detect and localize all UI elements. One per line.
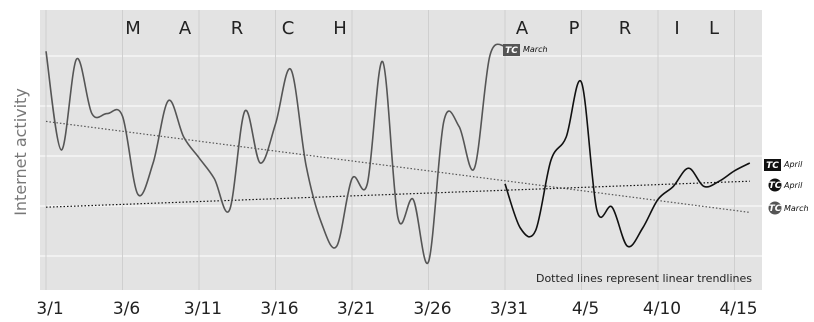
month-letter-march: A — [179, 18, 192, 39]
trendlines — [45, 120, 750, 213]
x-tick-label: 3/11 — [184, 299, 222, 319]
x-tick-labels: 3/1 3/6 3/11 3/16 3/21 3/26 3/31 4/5 4/10 4/15 — [36, 299, 757, 319]
april-series-tag-badge-text: TC — [766, 161, 779, 171]
month-letter-april: I — [674, 18, 679, 39]
trendline-march — [45, 120, 750, 213]
x-tick-label: 3/6 — [113, 299, 140, 319]
x-tick-label: 3/1 — [36, 299, 63, 319]
month-letter-april: P — [569, 18, 580, 39]
month-letter-march: H — [333, 18, 347, 39]
march-series-tag-label: March — [523, 45, 548, 54]
series-lines — [45, 43, 751, 265]
april-trend-tag-label: April — [783, 181, 803, 190]
x-tick-label: 4/5 — [572, 299, 599, 319]
month-letter-march: R — [231, 18, 244, 39]
month-letter-april: R — [619, 18, 632, 39]
march-series-tag-badge-text: TC — [505, 46, 518, 56]
x-tick-label: 3/31 — [490, 299, 528, 319]
series-line-april — [504, 79, 751, 248]
april-trend-tag-badge-text: TC — [769, 181, 782, 191]
y-axis-label: Internet activity — [11, 88, 30, 216]
march-series-tag-badge — [503, 44, 520, 56]
month-letter-april: L — [709, 18, 719, 39]
april-series-tag-badge — [764, 159, 781, 171]
april-trend-tag-badge — [768, 178, 782, 192]
march-trend-tag-badge — [768, 201, 782, 215]
month-letter-march: C — [282, 18, 295, 39]
x-tick-label: 3/26 — [413, 299, 451, 319]
month-letter-april: A — [516, 18, 529, 39]
month-letter-march: M — [125, 18, 141, 39]
x-tick-label: 4/10 — [643, 299, 681, 319]
march-trend-tag-badge-text: TC — [769, 204, 782, 214]
trendline-note: Dotted lines represent linear trendlines — [536, 272, 752, 285]
x-tick-label: 4/15 — [719, 299, 757, 319]
x-tick-label: 3/16 — [260, 299, 298, 319]
series-line-march — [45, 43, 506, 265]
x-tick-label: 3/21 — [337, 299, 375, 319]
april-series-tag-label: April — [783, 160, 803, 169]
march-trend-tag-label: March — [784, 204, 809, 213]
plot-area — [40, 10, 762, 290]
